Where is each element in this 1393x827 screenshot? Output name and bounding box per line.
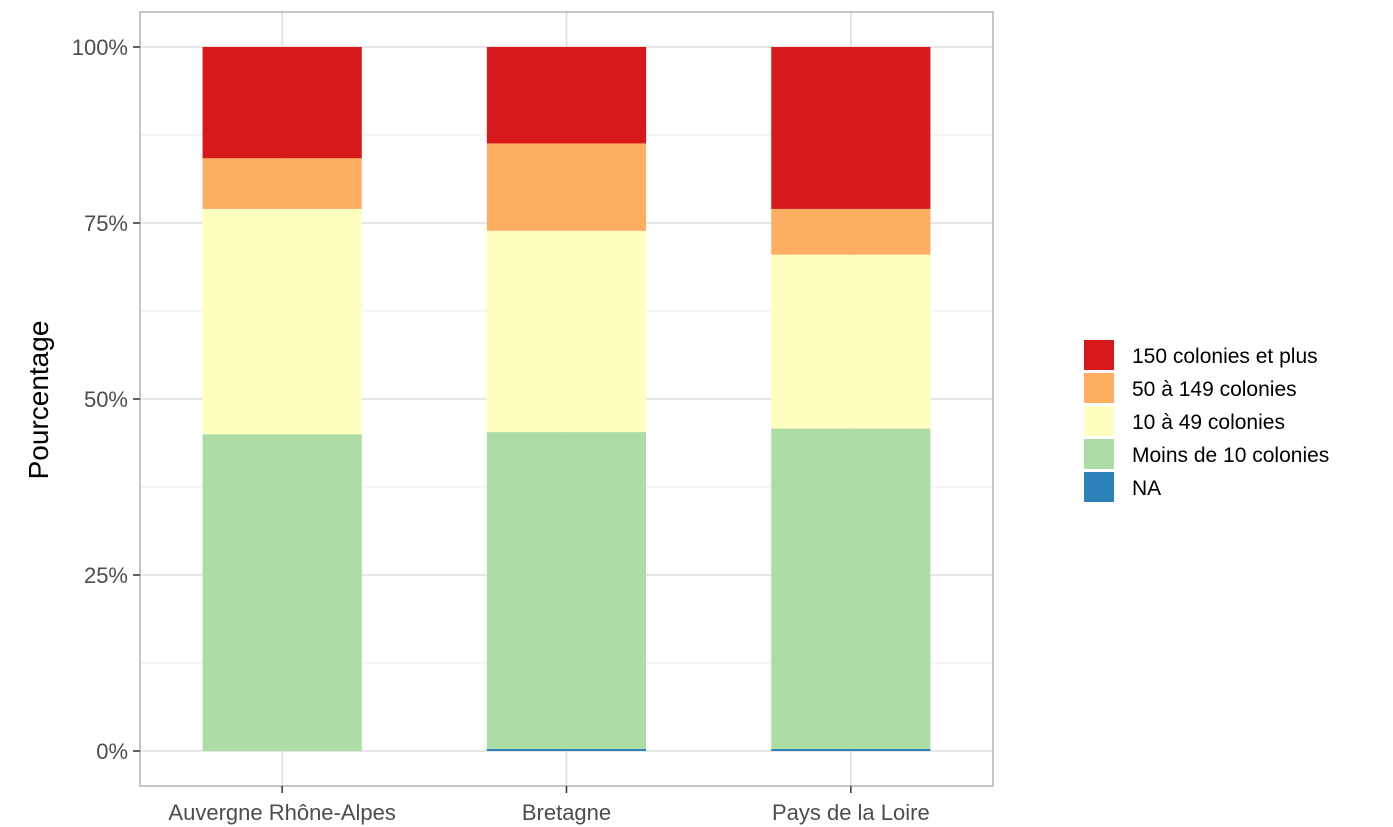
y-axis-ticks: 0% 25% 50% 75% 100% [72,35,140,764]
legend-item: 10 à 49 colonies [1084,406,1285,436]
bar-segment [771,428,931,749]
bar-segment [771,47,931,209]
bar-segment [486,432,647,749]
legend-item: 50 à 149 colonies [1084,373,1297,403]
legend-item: 150 colonies et plus [1084,340,1318,370]
x-tick-label: Bretagne [522,800,611,825]
legend-key [1084,340,1114,370]
y-tick-label: 100% [72,35,128,60]
y-tick-label: 0% [96,739,128,764]
bar-segment [202,158,362,209]
legend-key [1084,472,1114,502]
bar-segment [486,47,647,144]
legend-key [1084,439,1114,469]
y-tick-label: 50% [84,387,128,412]
bar-segment [202,208,362,435]
bar-segment [202,47,362,159]
bar-segment [202,434,362,751]
legend: 150 colonies et plus 50 à 149 colonies 10 … [1084,340,1329,502]
bar-segment [486,230,647,433]
legend-label: NA [1132,477,1161,500]
legend-key [1084,406,1114,436]
x-tick-label: Pays de la Loire [772,800,930,825]
bar-segment [486,748,647,751]
legend-item: NA [1084,472,1161,502]
x-axis-ticks: Auvergne Rhône-Alpes Bretagne Pays de la L… [168,786,930,825]
y-axis-title: Pourcentage [23,321,54,480]
bars [202,47,931,751]
legend-label: Moins de 10 colonies [1132,444,1329,467]
y-tick-label: 75% [84,211,128,236]
legend-key [1084,373,1114,403]
legend-label: 10 à 49 colonies [1132,411,1285,434]
bar-segment [771,748,931,751]
legend-label: 50 à 149 colonies [1132,378,1297,401]
x-tick-label: Auvergne Rhône-Alpes [168,800,395,825]
legend-item: Moins de 10 colonies [1084,439,1329,469]
bar-segment [771,208,931,255]
y-tick-label: 25% [84,563,128,588]
bar-segment [771,254,931,429]
bar-segment [486,143,647,231]
legend-label: 150 colonies et plus [1132,345,1318,368]
